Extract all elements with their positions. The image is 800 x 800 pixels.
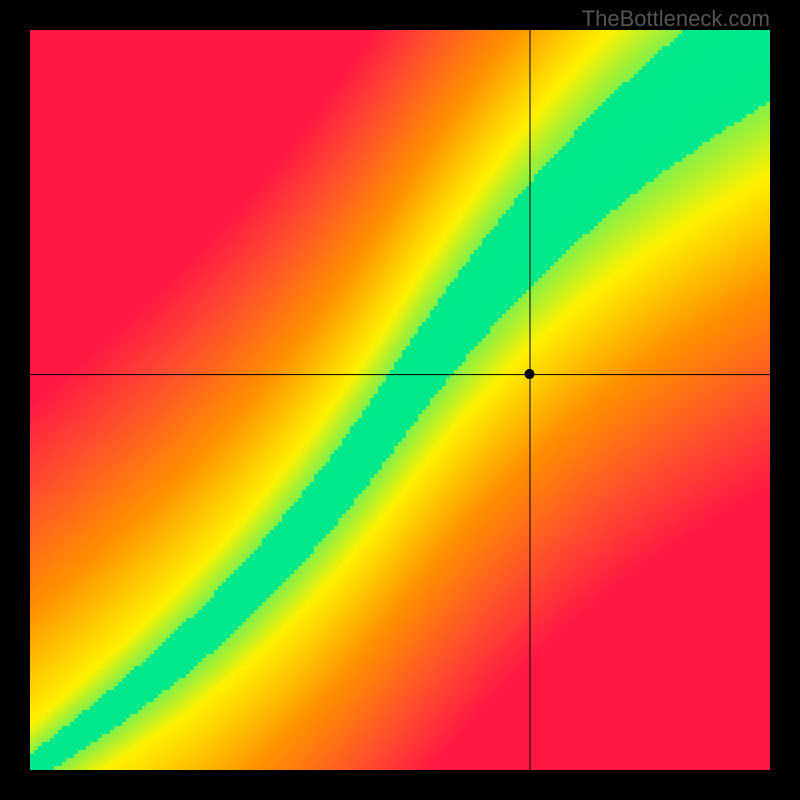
chart-container: TheBottleneck.com — [0, 0, 800, 800]
watermark-text: TheBottleneck.com — [582, 6, 770, 32]
bottleneck-heatmap-canvas — [0, 0, 800, 800]
